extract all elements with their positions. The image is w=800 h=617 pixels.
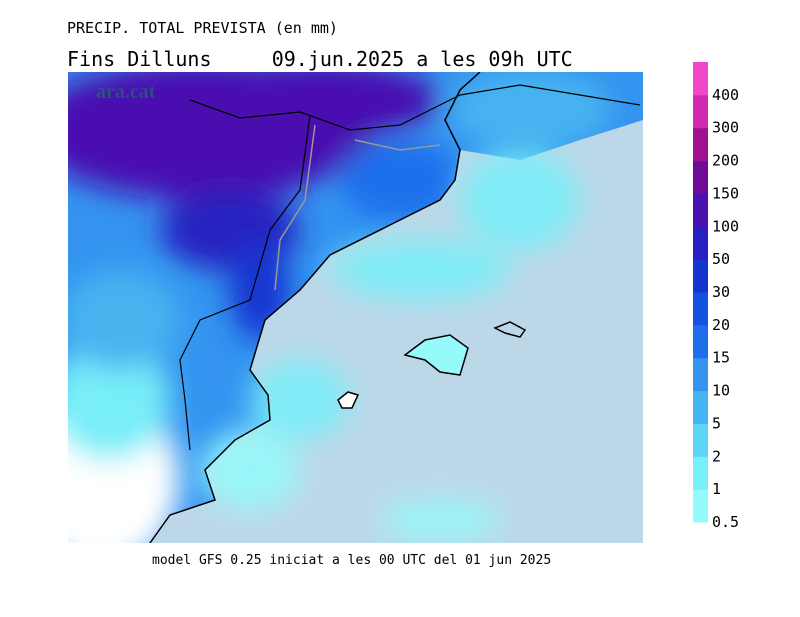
sea-precip (200, 150, 580, 540)
legend-swatch (693, 357, 708, 392)
legend-label: 300 (712, 119, 739, 137)
legend-swatch (693, 259, 708, 293)
title: PRECIP. TOTAL PREVISTA (en mm) (67, 19, 338, 37)
island (403, 334, 469, 376)
subtitle: Fins Dilluns 09.jun.2025 a les 09h UTC (67, 47, 573, 71)
legend-swatch (693, 456, 708, 490)
legend-label: 200 (712, 152, 739, 170)
footer: model GFS 0.25 iniciat a les 00 UTC del … (152, 553, 551, 568)
border (179, 114, 311, 451)
island (337, 391, 360, 409)
legend-label: 5 (712, 414, 721, 432)
legend-swatch (693, 127, 708, 162)
legend-swatch (693, 94, 708, 129)
legend-swatch (693, 62, 708, 96)
legend-label: 1 (712, 480, 721, 498)
legend-label: 400 (712, 86, 739, 104)
legend-swatch (693, 226, 708, 260)
legend-label: 50 (712, 250, 730, 268)
legend-label: 15 (712, 349, 730, 367)
legend-swatch (693, 324, 708, 359)
region-border (274, 124, 441, 291)
legend-label: 30 (712, 283, 730, 301)
border (189, 84, 641, 131)
legend-swatch (693, 423, 708, 457)
legend-label: 20 (712, 316, 730, 334)
island (493, 321, 527, 338)
watermark: ara.cat (96, 81, 156, 103)
legend: 0.5 1 2 5 10 15 20 30 50 100 150 200 300 400 (693, 62, 739, 531)
legend-swatch (693, 193, 708, 227)
map: ara.cat (68, 72, 643, 543)
legend-swatch (693, 390, 708, 424)
legend-swatch (693, 489, 708, 523)
legend-label: 2 (712, 447, 721, 465)
legend-swatch (693, 160, 708, 194)
legend-label: 10 (712, 382, 730, 400)
legend-label: 100 (712, 217, 739, 235)
coastline (149, 72, 481, 543)
legend-label: 0.5 (712, 513, 739, 531)
legend-swatch (693, 292, 708, 326)
legend-label: 150 (712, 184, 739, 202)
